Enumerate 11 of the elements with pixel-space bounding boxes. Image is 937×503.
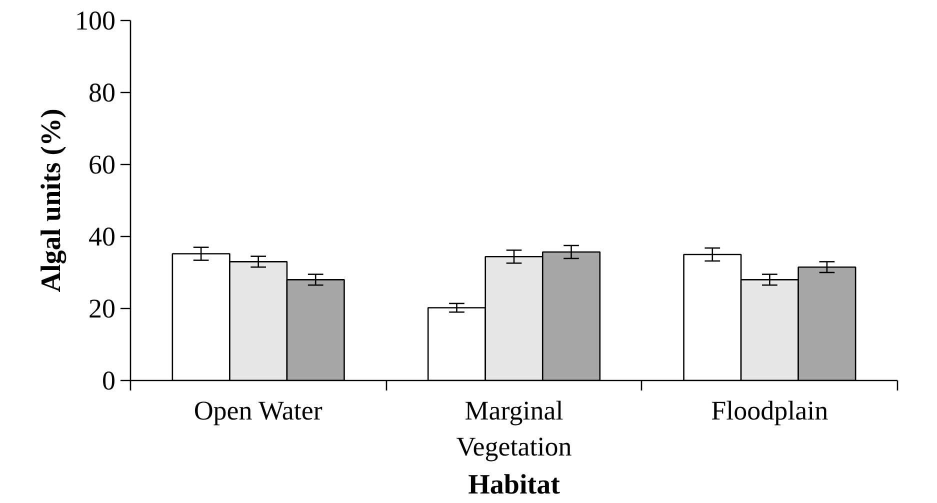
y-tick-label: 60 [88, 150, 116, 180]
x-tick-label: Open Water [194, 396, 322, 426]
y-tick-label: 20 [88, 294, 116, 324]
y-tick-label: 100 [75, 6, 116, 36]
y-tick-label: 40 [88, 222, 116, 252]
x-tick-label: Floodplain [711, 396, 829, 426]
y-tick-label: 0 [102, 366, 116, 396]
x-axis-title: Habitat [468, 470, 561, 500]
x-tick-label: Marginal Vegetation [456, 396, 572, 462]
y-tick-label: 80 [88, 78, 116, 108]
y-axis-title: Algal units (%) [36, 108, 67, 292]
